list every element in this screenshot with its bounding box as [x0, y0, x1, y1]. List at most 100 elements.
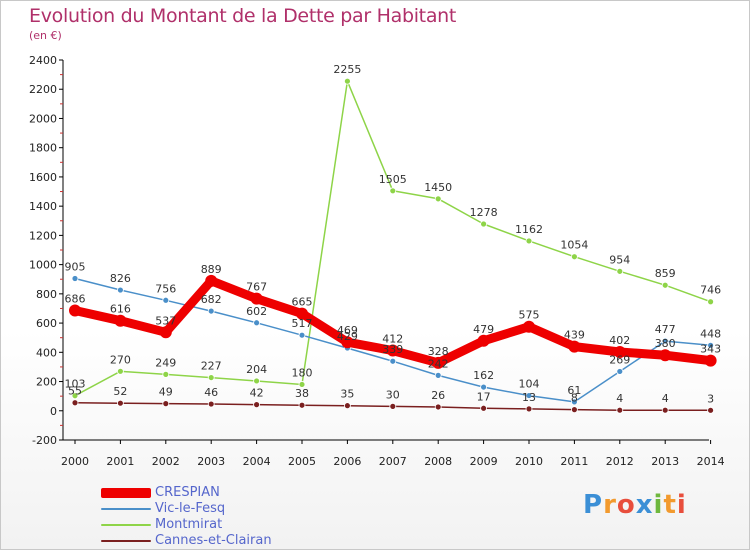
data-label: 162	[473, 369, 494, 382]
data-point	[207, 307, 215, 315]
x-tick-label: 2005	[288, 455, 316, 468]
data-point	[343, 77, 351, 85]
y-tick-label: 2000	[29, 112, 57, 125]
data-label: 328	[428, 345, 449, 358]
data-label: 469	[337, 324, 358, 337]
x-tick-label: 2014	[697, 455, 725, 468]
legend-swatch	[101, 488, 151, 498]
data-point	[525, 392, 533, 399]
data-label: 380	[655, 337, 676, 350]
data-label: 249	[155, 356, 176, 369]
legend-label: Vic-le-Fesq	[155, 501, 226, 516]
data-point	[661, 406, 669, 414]
data-label: 35	[340, 388, 354, 401]
data-point	[434, 403, 442, 411]
data-point	[389, 357, 397, 365]
data-point	[707, 341, 714, 349]
data-label: 8	[571, 392, 578, 405]
data-label: 412	[382, 333, 403, 346]
data-label: 448	[700, 327, 721, 340]
data-label: 1162	[515, 223, 543, 236]
data-point	[159, 326, 172, 339]
data-point	[389, 187, 397, 195]
data-point	[434, 195, 442, 203]
y-tick-label: 2200	[29, 83, 57, 96]
data-label: 180	[292, 366, 313, 379]
data-label: 1505	[379, 173, 407, 186]
data-point	[434, 371, 442, 379]
data-point	[616, 406, 624, 414]
data-label: 269	[609, 353, 630, 366]
data-point	[162, 370, 170, 378]
data-label: 686	[65, 293, 86, 306]
data-label: 55	[68, 385, 82, 398]
chart-subtitle: (en €)	[29, 29, 62, 42]
data-point	[523, 320, 535, 333]
data-label: 602	[246, 305, 267, 318]
data-point	[616, 368, 624, 375]
data-point	[71, 275, 79, 282]
legend-label: Montmirat	[155, 517, 223, 532]
data-point	[659, 349, 672, 362]
data-point	[298, 381, 306, 388]
data-label: 537	[155, 314, 176, 327]
data-point	[71, 392, 79, 400]
y-tick-label: 400	[36, 346, 57, 359]
data-point	[253, 319, 261, 327]
data-label: 26	[431, 389, 445, 402]
legend-label: CRESPIAN	[155, 485, 220, 500]
x-tick-label: 2007	[379, 455, 407, 468]
data-label: 905	[65, 261, 86, 274]
data-label: 954	[609, 253, 630, 266]
data-label: 204	[246, 363, 267, 376]
data-label: 46	[204, 386, 218, 399]
chart-axes: -200 0 200 400 600 800 1000 1200 1400 1600 1800 200…	[29, 54, 725, 468]
y-tick-label: 1800	[29, 142, 57, 155]
data-label: 746	[700, 284, 721, 297]
data-points	[69, 77, 717, 414]
data-label: 227	[201, 360, 222, 373]
y-tick-label: -200	[32, 434, 57, 447]
legend-swatch	[101, 540, 151, 542]
data-point	[117, 286, 124, 294]
data-point	[162, 400, 170, 408]
data-label: 103	[65, 378, 86, 391]
data-point	[117, 367, 124, 375]
data-point	[704, 354, 717, 367]
data-label: 429	[337, 330, 358, 343]
data-label: 4	[616, 392, 623, 405]
data-point	[389, 402, 397, 410]
data-point	[71, 399, 79, 407]
y-tick-label: 800	[36, 288, 57, 301]
data-label: 826	[110, 272, 131, 285]
data-point	[661, 337, 669, 345]
data-point	[69, 304, 81, 317]
data-point	[207, 400, 215, 408]
x-tick-label: 2012	[606, 455, 634, 468]
data-point	[661, 281, 669, 289]
y-tick-label: 200	[36, 376, 57, 389]
data-point	[571, 398, 578, 406]
data-point	[616, 267, 624, 275]
x-tick-label: 2009	[470, 455, 498, 468]
data-label: 49	[159, 386, 173, 399]
data-point	[298, 401, 306, 409]
x-tick-label: 2000	[61, 455, 89, 468]
data-label: 52	[113, 385, 127, 398]
legend-label: Cannes-et-Clairan	[155, 533, 272, 548]
data-label: 575	[519, 309, 540, 322]
data-point	[343, 402, 351, 410]
data-label: 61	[567, 384, 581, 397]
data-point	[568, 340, 581, 353]
x-tick-label: 2011	[560, 455, 588, 468]
y-tick-label: 0	[50, 405, 57, 418]
data-point	[480, 220, 488, 228]
data-label: 859	[655, 267, 676, 280]
y-tick-label: 1200	[29, 229, 57, 242]
data-label: 339	[382, 343, 403, 356]
data-point	[205, 274, 218, 287]
data-label: 13	[522, 391, 536, 404]
data-point	[162, 296, 170, 304]
